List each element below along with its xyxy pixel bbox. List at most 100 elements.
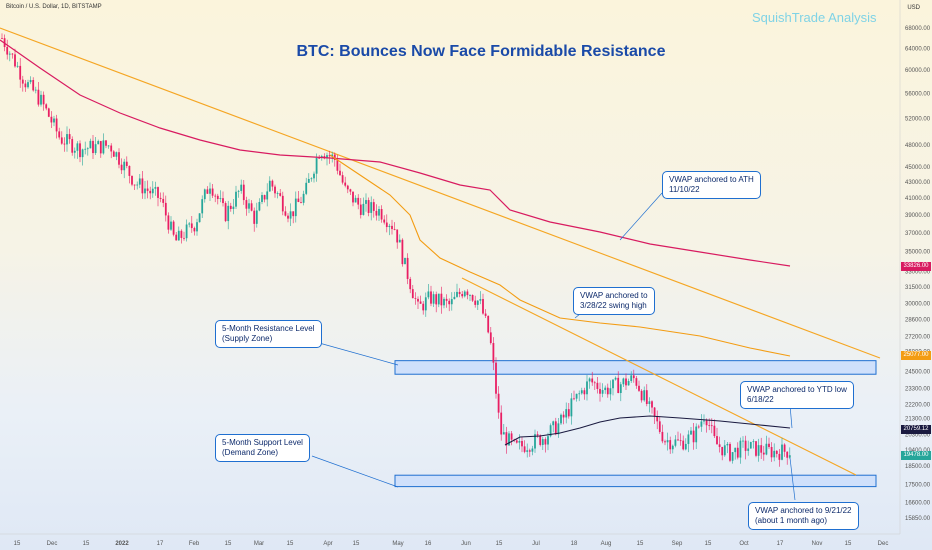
candle-body bbox=[40, 94, 42, 105]
candle-body bbox=[435, 294, 438, 305]
candle-body bbox=[336, 159, 339, 171]
date-tick-label: 15 bbox=[496, 541, 503, 547]
tag-ath-vwap: 33826.00 bbox=[901, 262, 931, 271]
candle-body bbox=[118, 152, 120, 165]
candle-body bbox=[393, 229, 396, 230]
candle-body bbox=[224, 203, 227, 222]
candle-body bbox=[29, 80, 32, 83]
candle-body bbox=[549, 425, 552, 437]
date-tick-label: Jul bbox=[532, 541, 540, 547]
candle-body bbox=[723, 445, 726, 456]
candle-body bbox=[149, 190, 152, 194]
candle-body bbox=[510, 433, 513, 440]
candle-body bbox=[471, 294, 474, 301]
date-tick-label: May bbox=[392, 541, 403, 547]
candle-body bbox=[352, 191, 354, 203]
candle-body bbox=[196, 222, 198, 232]
candle-body bbox=[762, 452, 765, 455]
candle-body bbox=[552, 421, 555, 426]
note-vwap-ath: VWAP anchored to ATH 11/10/22 bbox=[662, 171, 761, 199]
candle-body bbox=[682, 440, 685, 450]
price-tick-label: 37000.00 bbox=[905, 231, 931, 237]
candle-body bbox=[716, 436, 718, 445]
candle-body bbox=[703, 420, 705, 422]
candle-body bbox=[326, 155, 328, 159]
candle-body bbox=[526, 450, 529, 452]
candle-body bbox=[734, 447, 737, 453]
candle-body bbox=[287, 215, 289, 219]
candle-body bbox=[203, 189, 206, 200]
candle-body bbox=[193, 228, 196, 232]
candle-body bbox=[123, 161, 126, 171]
candle-body bbox=[461, 294, 464, 297]
candle-body bbox=[619, 384, 622, 394]
candle-body bbox=[515, 440, 518, 443]
date-tick-label: 15 bbox=[637, 541, 644, 547]
candle-body bbox=[110, 145, 113, 152]
candle-body bbox=[367, 200, 370, 213]
candle-body bbox=[671, 445, 674, 450]
candle-body bbox=[536, 434, 539, 436]
candle-body bbox=[781, 444, 783, 460]
candle-body bbox=[755, 441, 757, 456]
candle-body bbox=[84, 148, 87, 150]
candle-body bbox=[305, 182, 308, 194]
candle-body bbox=[24, 83, 27, 88]
candle-body bbox=[159, 197, 162, 199]
candle-body bbox=[27, 82, 29, 88]
currency-label: USD bbox=[907, 5, 920, 11]
candle-body bbox=[580, 390, 583, 394]
candle-body bbox=[47, 108, 50, 117]
candle-body bbox=[60, 137, 63, 144]
candle-body bbox=[742, 440, 744, 442]
price-tick-label: 23300.00 bbox=[905, 386, 931, 392]
candle-body bbox=[778, 453, 781, 460]
candle-body bbox=[752, 441, 755, 443]
candle-body bbox=[419, 301, 422, 304]
candle-body bbox=[448, 300, 451, 305]
candle-body bbox=[333, 154, 336, 160]
candle-body bbox=[16, 65, 19, 67]
candle-body bbox=[380, 209, 383, 220]
note-vwap-ytd: VWAP anchored to YTD low 6/18/22 bbox=[740, 381, 854, 409]
price-tick-label: 56000.00 bbox=[905, 91, 931, 97]
candle-body bbox=[718, 444, 721, 447]
price-tick-label: 18500.00 bbox=[905, 464, 931, 470]
candle-body bbox=[768, 443, 770, 447]
candle-body bbox=[417, 298, 419, 302]
price-tick-label: 24500.00 bbox=[905, 369, 931, 375]
candle-body bbox=[565, 409, 568, 418]
chart-title: BTC: Bounces Now Face Formidable Resista… bbox=[296, 43, 666, 60]
candle-body bbox=[206, 189, 209, 194]
price-tick-label: 30000.00 bbox=[905, 301, 931, 307]
candle-body bbox=[266, 191, 269, 200]
candle-body bbox=[268, 180, 271, 192]
date-tick-label: Sep bbox=[672, 541, 683, 547]
candle-body bbox=[115, 152, 118, 157]
candle-body bbox=[658, 421, 661, 432]
candle-body bbox=[164, 202, 167, 216]
candle-body bbox=[489, 332, 492, 344]
candle-body bbox=[63, 143, 66, 145]
candle-body bbox=[570, 398, 573, 417]
candle-body bbox=[788, 455, 791, 458]
candle-body bbox=[456, 291, 458, 297]
price-tick-label: 48000.00 bbox=[905, 143, 931, 149]
candle-body bbox=[591, 378, 594, 383]
candle-body bbox=[242, 184, 245, 201]
candle-body bbox=[359, 204, 362, 215]
candle-body bbox=[484, 313, 487, 316]
candle-body bbox=[606, 387, 609, 395]
candle-body bbox=[487, 315, 490, 333]
candle-body bbox=[614, 377, 617, 380]
candle-body bbox=[297, 198, 300, 203]
candle-body bbox=[138, 178, 141, 185]
candle-body bbox=[136, 184, 139, 186]
candle-body bbox=[21, 79, 24, 84]
candle-body bbox=[375, 210, 378, 216]
candle-body bbox=[42, 94, 45, 105]
candle-body bbox=[237, 190, 240, 192]
candle-body bbox=[235, 191, 237, 207]
date-tick-label: Apr bbox=[323, 541, 332, 547]
date-tick-label: 15 bbox=[83, 541, 90, 547]
